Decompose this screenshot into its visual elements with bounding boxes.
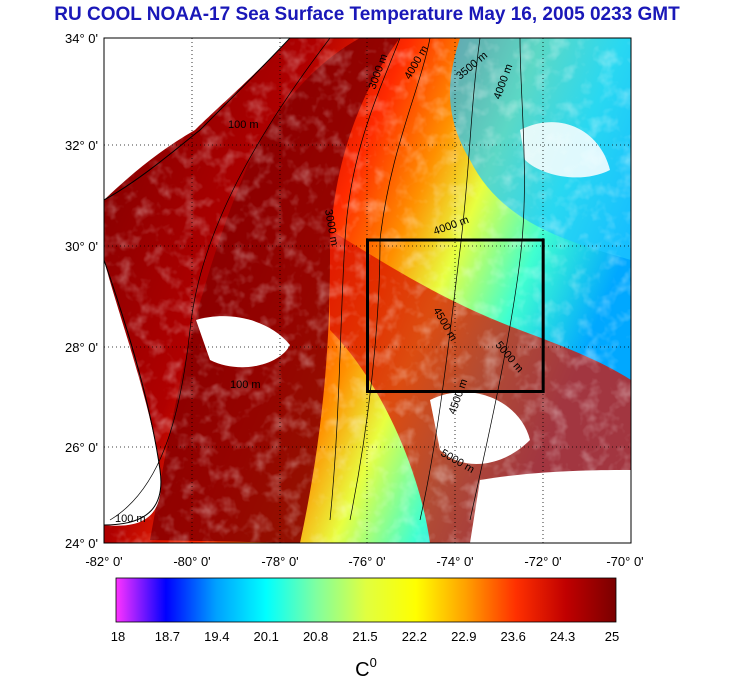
colorbar-tick-label: 18 [111, 629, 125, 644]
colorbar-tick-label: 22.9 [451, 629, 476, 644]
contour-label: 100 m [230, 379, 261, 391]
colorbar-tick-label: 20.8 [303, 629, 328, 644]
lat-tick-label: 28° 0' [65, 340, 98, 355]
lat-tick-label: 30° 0' [65, 239, 98, 254]
colorbar-ramp [115, 577, 617, 623]
lat-tick-label: 26° 0' [65, 440, 98, 455]
lon-tick-label: -82° 0' [85, 554, 122, 569]
map-title: RU COOL NOAA-17 Sea Surface Temperature … [54, 4, 680, 25]
lon-tick-label: -80° 0' [173, 554, 210, 569]
contour-label: 100 m [228, 119, 259, 131]
colorbar-unit: C0 [355, 655, 377, 680]
contour-label: 100 m [115, 513, 146, 525]
colorbar-tick-label: 24.3 [550, 629, 575, 644]
coastline [104, 259, 162, 526]
colorbar-tick-label: 21.5 [352, 629, 377, 644]
longitude-axis: -82° 0' -80° 0' -78° 0' -76° 0' -74° 0' … [85, 554, 643, 569]
lat-tick-label: 24° 0' [65, 536, 98, 551]
colorbar-tick-label: 20.1 [254, 629, 279, 644]
colorbar-tick-label: 18.7 [155, 629, 180, 644]
colorbar: 18 18.7 19.4 20.1 20.8 21.5 22.2 22.9 23.6 24.3 25… [111, 577, 619, 680]
lon-tick-label: -78° 0' [261, 554, 298, 569]
colorbar-tick-label: 25 [605, 629, 619, 644]
latitude-axis: 34° 0' 32° 0' 30° 0' 28° 0' 26° 0' 24° 0… [65, 31, 98, 551]
colorbar-tick-label: 23.6 [501, 629, 526, 644]
lon-tick-label: -74° 0' [436, 554, 473, 569]
lat-tick-label: 34° 0' [65, 31, 98, 46]
map-frame [103, 37, 632, 544]
colorbar-tick-label: 22.2 [402, 629, 427, 644]
lat-tick-label: 32° 0' [65, 138, 98, 153]
coastline [104, 38, 291, 201]
grid [104, 38, 631, 543]
colorbar-tick-label: 19.4 [204, 629, 229, 644]
lon-tick-label: -70° 0' [606, 554, 643, 569]
lon-tick-label: -72° 0' [524, 554, 561, 569]
study-area-box [366, 238, 545, 393]
lon-tick-label: -76° 0' [348, 554, 385, 569]
